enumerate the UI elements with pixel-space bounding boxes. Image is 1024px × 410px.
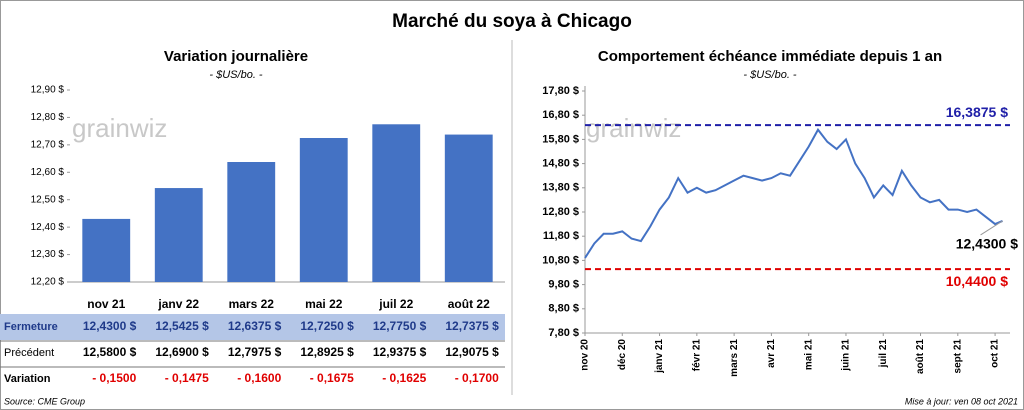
row-label: Précédent: [4, 347, 54, 359]
y-tick-label: 12,80 $: [31, 112, 65, 123]
y-tick-label: 12,90 $: [31, 85, 65, 96]
source: Source: CME Group: [4, 396, 85, 406]
page-title: Marché du soya à Chicago: [392, 11, 632, 32]
table-cell: - 0,1675: [310, 371, 354, 385]
table-cell: - 0,1625: [382, 371, 426, 385]
table-cell: 12,7975 $: [228, 345, 282, 359]
y-tick-label: 12,80 $: [542, 206, 579, 218]
x-tick-label: avr 21: [766, 339, 777, 368]
row-label: Variation: [4, 373, 51, 385]
table-cell: 12,8925 $: [300, 345, 354, 359]
x-tick-label: août 21: [915, 339, 926, 374]
bar: [154, 188, 203, 282]
x-tick-label: janv 21: [654, 339, 665, 374]
table-cell: 12,6375 $: [228, 319, 282, 333]
table-cell: 12,5800 $: [83, 345, 137, 359]
row-label: Fermeture: [4, 321, 58, 333]
y-tick-label: 10,80 $: [542, 254, 579, 266]
bar: [299, 138, 348, 282]
bar: [227, 162, 276, 282]
line: [584, 127, 1003, 259]
y-tick-label: 14,80 $: [542, 158, 579, 170]
table-cell: - 0,1600: [237, 371, 281, 385]
table-cell: 12,4300 $: [83, 319, 137, 333]
y-tick-label: 13,80 $: [542, 182, 579, 194]
x-tick-label: nov 20: [580, 339, 591, 371]
table-cell: - 0,1475: [165, 371, 209, 385]
table-cell: - 0,1500: [92, 371, 136, 385]
reference-label: 16,3875 $: [946, 104, 1008, 120]
chart-title: Comportement échéance immédiate depuis 1…: [598, 48, 942, 65]
x-tick-label: mars 21: [729, 339, 740, 377]
y-tick-label: 12,40 $: [31, 222, 65, 233]
x-tick-label: févr 21: [691, 339, 702, 372]
y-tick-label: 9,80 $: [548, 279, 579, 291]
table-cell: 12,9075 $: [445, 345, 499, 359]
y-tick-label: 12,20 $: [31, 277, 65, 288]
x-tick-label: juin 21: [841, 339, 852, 372]
watermark: grainwiz: [72, 113, 167, 143]
bar: [444, 134, 493, 282]
table-cell: - 0,1700: [455, 371, 499, 385]
x-tick-label: juil 21: [878, 339, 889, 369]
reference-label: 10,4400 $: [946, 273, 1008, 289]
updated: Mise à jour: ven 08 oct 2021: [905, 396, 1018, 406]
y-tick-label: 11,80 $: [543, 230, 579, 242]
bar: [82, 218, 131, 282]
bar: [372, 124, 421, 283]
y-tick-label: 12,50 $: [31, 194, 65, 205]
y-tick-label: 12,30 $: [31, 249, 65, 260]
highlight-row: [0, 314, 505, 340]
table-cell: 12,9375 $: [373, 345, 427, 359]
y-tick-label: 16,80 $: [542, 109, 579, 121]
table-cell: 12,6900 $: [155, 345, 209, 359]
x-tick-label: oct 21: [990, 339, 1001, 368]
chart-subtitle: - $US/bo. -: [209, 69, 263, 81]
table-cell: 12,7750 $: [373, 319, 427, 333]
x-tick-label: sept 21: [952, 339, 963, 374]
end-label: 12,4300 $: [956, 236, 1018, 252]
chart-subtitle: - $US/bo. -: [743, 69, 797, 81]
x-tick-label: janv 22: [157, 297, 199, 311]
table-cell: 12,7250 $: [300, 319, 354, 333]
x-tick-label: août 22: [448, 297, 490, 311]
x-tick-label: mars 22: [229, 297, 275, 311]
y-tick-label: 15,80 $: [542, 133, 579, 145]
y-tick-label: 12,60 $: [31, 167, 65, 178]
y-tick-label: 8,80 $: [548, 303, 579, 315]
table-cell: 12,5425 $: [155, 319, 209, 333]
leader: [980, 220, 1003, 236]
y-tick-label: 12,70 $: [31, 139, 65, 150]
x-tick-label: déc 20: [617, 339, 628, 371]
x-tick-label: mai 21: [803, 339, 814, 371]
y-tick-label: 17,80 $: [542, 85, 579, 97]
chart-title: Variation journalière: [164, 48, 308, 65]
x-tick-label: mai 22: [305, 297, 343, 311]
watermark: grainwiz: [586, 113, 681, 143]
table-cell: 12,7375 $: [445, 319, 499, 333]
y-tick-label: 7,80 $: [548, 327, 579, 339]
x-tick-label: juil 22: [378, 297, 413, 311]
x-tick-label: nov 21: [87, 297, 125, 311]
